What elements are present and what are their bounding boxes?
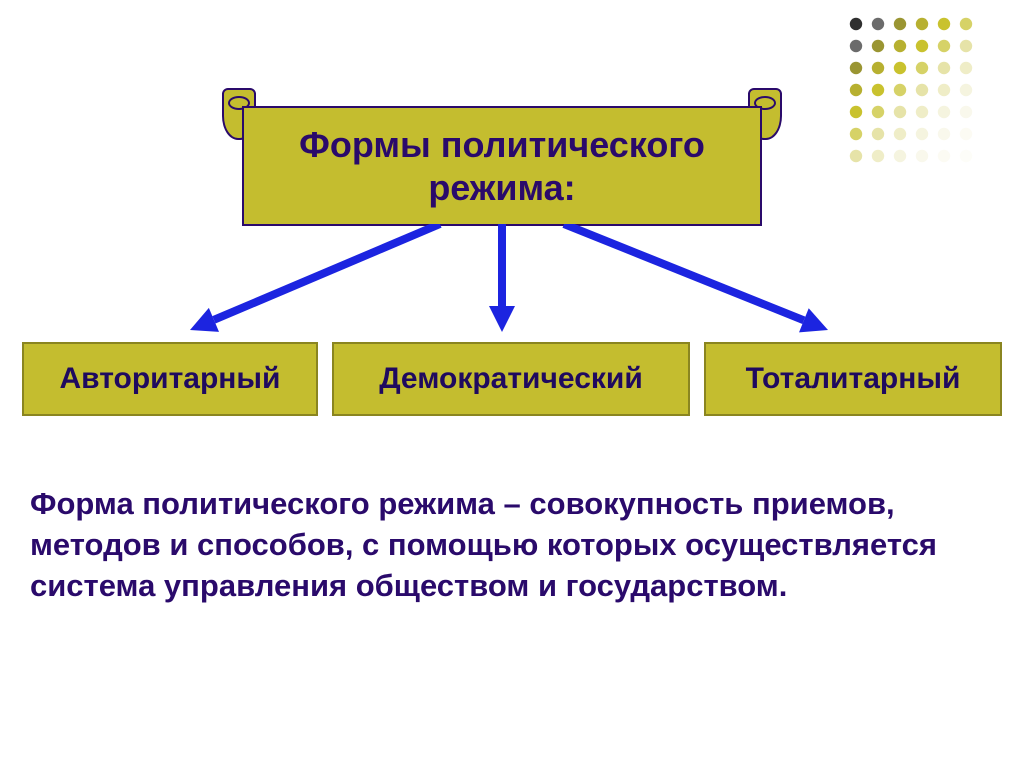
arrows-container	[0, 224, 1024, 344]
title-banner-body: Формы политического режима:	[242, 106, 762, 226]
title-banner: Формы политического режима:	[222, 96, 782, 236]
regime-type-row: Авторитарный Демократический Тоталитарны…	[22, 342, 1002, 416]
type-box-authoritarian: Авторитарный	[22, 342, 318, 416]
decorative-dot-grid	[848, 16, 990, 180]
definition-paragraph: Форма политического режима – совокупност…	[30, 484, 984, 607]
definition-term: Форма политического режима	[30, 486, 495, 521]
type-label: Тоталитарный	[746, 362, 961, 395]
type-box-democratic: Демократический	[332, 342, 690, 416]
title-text: Формы политического режима:	[244, 123, 760, 209]
type-label: Авторитарный	[60, 362, 281, 395]
type-label: Демократический	[379, 362, 643, 395]
type-box-totalitarian: Тоталитарный	[704, 342, 1002, 416]
